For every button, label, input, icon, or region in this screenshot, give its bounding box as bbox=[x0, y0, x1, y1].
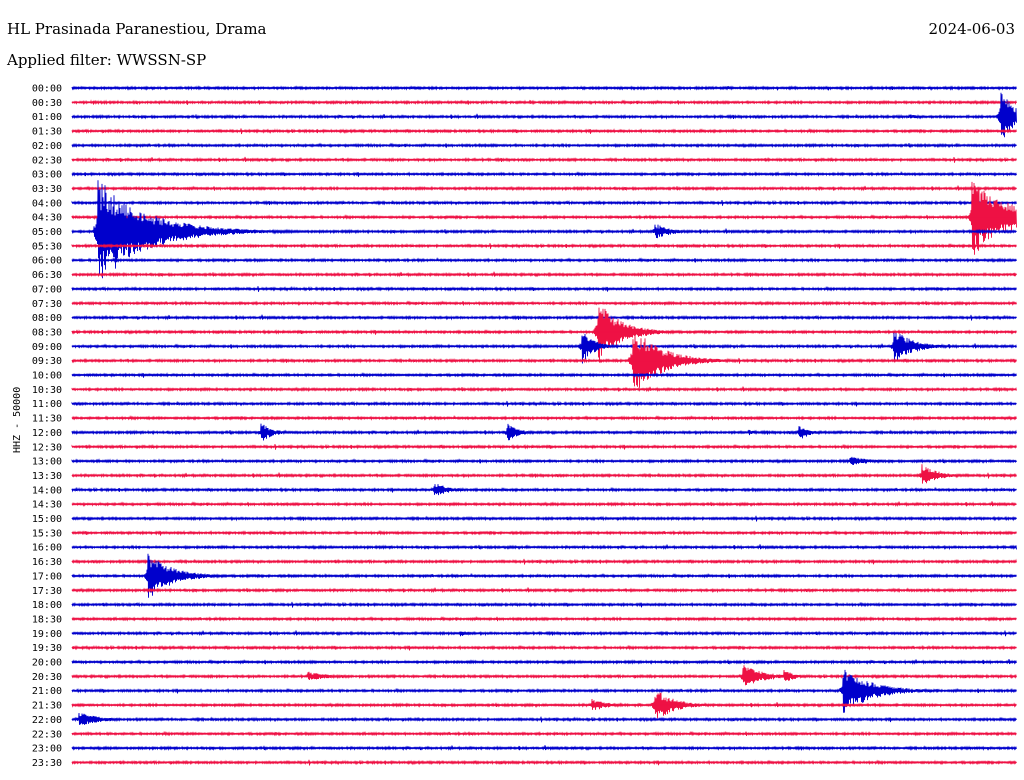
row-time-label: 13:30 bbox=[32, 471, 62, 482]
row-time-label: 11:00 bbox=[32, 399, 62, 410]
row-time-label: 04:00 bbox=[32, 198, 62, 209]
row-time-label: 20:30 bbox=[32, 672, 62, 683]
row-time-label: 03:00 bbox=[32, 170, 62, 181]
row-time-label: 00:30 bbox=[32, 98, 62, 109]
row-time-label: 21:30 bbox=[32, 701, 62, 712]
row-time-label: 00:00 bbox=[32, 84, 62, 95]
row-time-label: 18:30 bbox=[32, 614, 62, 625]
row-time-label: 02:00 bbox=[32, 141, 62, 152]
row-time-label: 13:00 bbox=[32, 457, 62, 468]
row-time-label: 14:00 bbox=[32, 485, 62, 496]
row-time-label: 15:00 bbox=[32, 514, 62, 525]
row-time-label: 12:30 bbox=[32, 442, 62, 453]
trace-row bbox=[71, 332, 1017, 364]
row-time-label: 22:30 bbox=[32, 729, 62, 740]
row-time-label: 20:00 bbox=[32, 658, 62, 669]
row-time-label: 04:30 bbox=[32, 213, 62, 224]
row-time-label: 21:00 bbox=[32, 686, 62, 697]
row-time-label: 19:30 bbox=[32, 643, 62, 654]
row-time-label: 16:00 bbox=[32, 543, 62, 554]
trace-row bbox=[71, 307, 1017, 363]
row-time-label: 07:00 bbox=[32, 284, 62, 295]
row-time-label: 09:30 bbox=[32, 356, 62, 367]
filter-label: Applied filter: WWSSN-SP bbox=[7, 51, 207, 69]
row-time-label: 10:30 bbox=[32, 385, 62, 396]
row-time-label: 07:30 bbox=[32, 299, 62, 310]
trace-row bbox=[71, 615, 1017, 622]
row-time-label: 01:30 bbox=[32, 127, 62, 138]
row-time-label: 22:00 bbox=[32, 715, 62, 726]
row-time-label: 17:00 bbox=[32, 571, 62, 582]
row-time-label: 19:00 bbox=[32, 629, 62, 640]
trace-row bbox=[71, 464, 1017, 484]
row-time-label: 03:30 bbox=[32, 184, 62, 195]
row-time-label: 15:30 bbox=[32, 528, 62, 539]
row-time-label: 05:30 bbox=[32, 241, 62, 252]
row-time-label: 01:00 bbox=[32, 112, 62, 123]
row-time-label: 05:00 bbox=[32, 227, 62, 238]
row-time-label: 14:30 bbox=[32, 500, 62, 511]
trace-row bbox=[71, 271, 1017, 278]
row-time-label: 10:00 bbox=[32, 371, 62, 382]
trace-row bbox=[71, 181, 1017, 255]
row-time-label: 18:00 bbox=[32, 600, 62, 611]
row-time-label: 17:30 bbox=[32, 586, 62, 597]
row-time-label: 11:30 bbox=[32, 414, 62, 425]
trace-row bbox=[71, 665, 1017, 686]
row-time-label: 16:30 bbox=[32, 557, 62, 568]
trace-row bbox=[71, 692, 1017, 719]
trace-row bbox=[71, 180, 1017, 279]
row-time-label: 06:00 bbox=[32, 256, 62, 267]
row-time-label: 09:00 bbox=[32, 342, 62, 353]
row-time-label: 06:30 bbox=[32, 270, 62, 281]
row-time-label: 08:30 bbox=[32, 327, 62, 338]
row-time-label: 12:00 bbox=[32, 428, 62, 439]
record-date: 2024-06-03 bbox=[928, 20, 1015, 38]
row-time-label: 02:30 bbox=[32, 155, 62, 166]
row-time-label: 23:00 bbox=[32, 744, 62, 755]
station-title: HL Prasinada Paranestiou, Drama bbox=[7, 20, 267, 38]
row-time-label: 08:00 bbox=[32, 313, 62, 324]
row-time-label: 23:30 bbox=[32, 758, 62, 769]
